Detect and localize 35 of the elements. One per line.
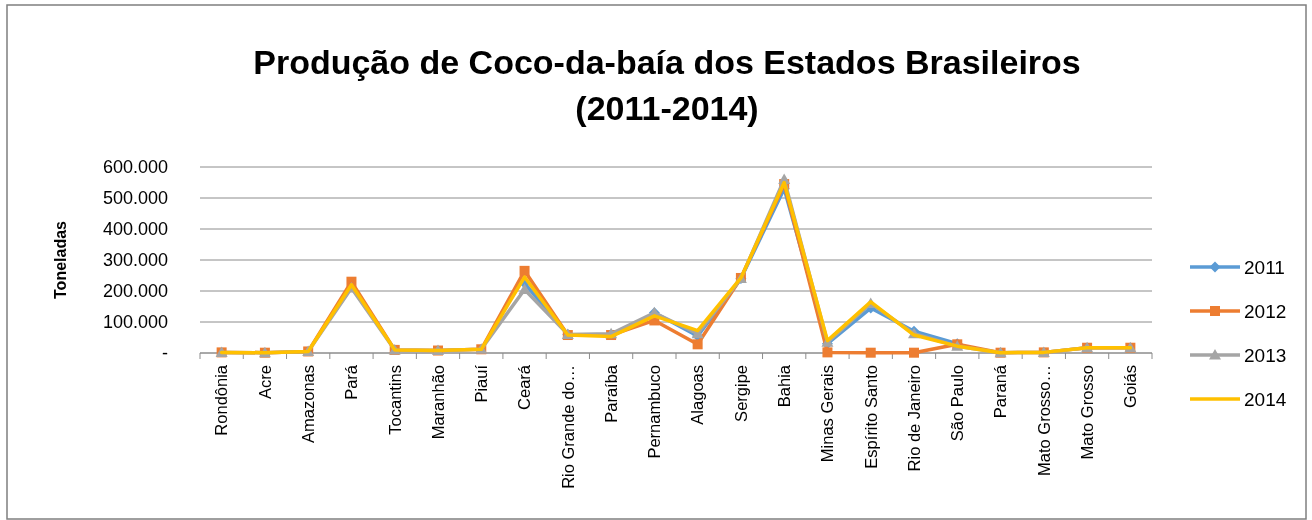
x-tick-label: Mato Grosso… [1034, 365, 1053, 476]
x-tick-label: Mato Grosso [1077, 365, 1096, 460]
x-tick-label: Goiás [1121, 365, 1140, 409]
x-tick-label: Tocantins [385, 365, 404, 435]
x-tick-label: Rio Grande do… [558, 365, 577, 489]
x-tick-label: Paraíba [601, 364, 620, 423]
x-tick-label: Rio de Janeiro [904, 365, 923, 472]
x-tick-label: Ceará [515, 364, 534, 410]
x-tick-label: Rondônia [212, 364, 231, 436]
y-tick-label: 300.000 [102, 250, 168, 271]
legend-label: 2013 [1244, 344, 1287, 366]
y-tick-label: 600.000 [102, 157, 168, 178]
y-tick-label: - [162, 343, 168, 364]
y-tick-label: 400.000 [102, 219, 168, 240]
x-tick-label: Paraná [991, 364, 1010, 419]
x-tick-label: São Paulo [948, 365, 967, 442]
legend-label: 2012 [1244, 300, 1287, 322]
x-tick-label: Maranhão [428, 365, 447, 440]
y-tick-label: 500.000 [102, 188, 168, 209]
y-axis-title: Toneladas [52, 220, 69, 299]
x-tick-label: Pernambuco [645, 365, 664, 459]
x-tick-label: Espírito Santo [861, 365, 880, 469]
x-tick-label: Pará [342, 364, 361, 400]
legend-label: 2011 [1244, 256, 1285, 278]
y-tick-label: 100.000 [102, 312, 168, 333]
x-tick-label: Amazonas [298, 365, 317, 443]
x-tick-label: Piauí [472, 364, 491, 403]
x-tick-label: Minas Gerais [818, 365, 837, 463]
x-tick-label: Bahia [774, 364, 793, 408]
x-tick-label: Alagoas [688, 365, 707, 425]
x-tick-label: Acre [255, 365, 274, 399]
chart-title: Produção de Coco-da-baía dos Estados Brasileiros (2011-2014) [253, 43, 1081, 127]
x-tick-label: Sergipe [731, 365, 750, 422]
legend-label: 2014 [1244, 388, 1287, 410]
y-tick-label: 200.000 [102, 281, 168, 302]
